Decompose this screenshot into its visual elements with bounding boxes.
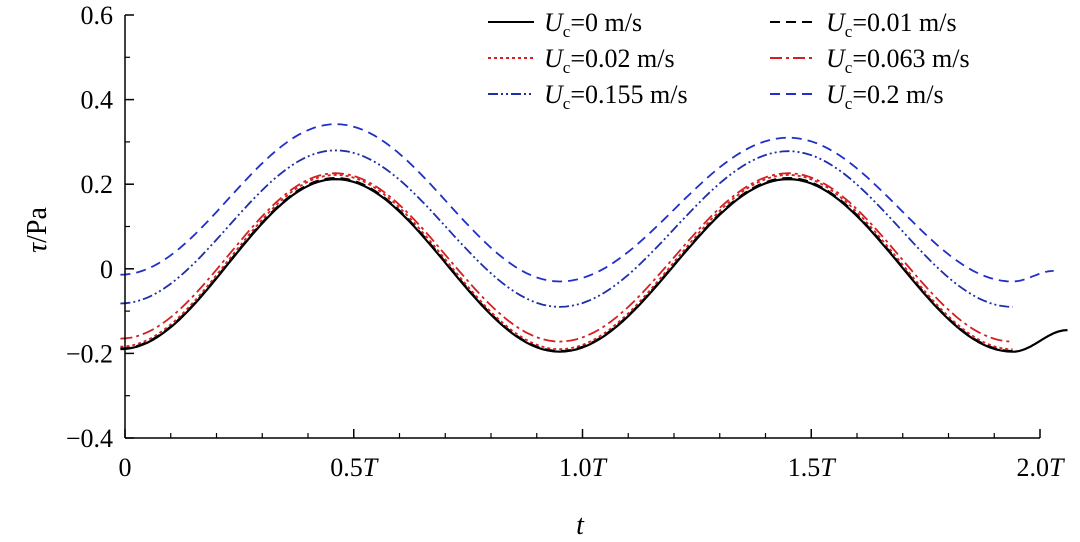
- legend-symbol: U: [544, 80, 565, 109]
- legend-label-0: Uc=0 m/s: [544, 8, 642, 41]
- x-tick-value: 0.5: [330, 453, 363, 482]
- x-tick-value: 0: [119, 453, 132, 482]
- legend-value: =0 m/s: [570, 8, 642, 37]
- legend-value: =0.063 m/s: [852, 44, 969, 73]
- legend-value: =0.01 m/s: [852, 8, 956, 37]
- x-tick-value: 2.0: [1017, 453, 1050, 482]
- y-axis-title-unit: /Pa: [22, 207, 53, 243]
- x-tick-label: 2.0T: [1017, 453, 1066, 482]
- y-tick-label: 0.4: [81, 86, 114, 115]
- x-tick-suffix: T: [363, 453, 379, 482]
- y-axis-title: τ/Pa: [22, 207, 53, 253]
- x-tick-value: 1.5: [788, 453, 821, 482]
- legend-symbol: U: [544, 8, 565, 37]
- series-line-5: [120, 123, 1054, 283]
- y-tick-label: −0.2: [66, 339, 113, 368]
- legend-subscript: c: [845, 94, 853, 113]
- legend-value: =0.02 m/s: [570, 44, 674, 73]
- y-axis-title-var: τ: [22, 242, 53, 253]
- legend-label-4: Uc=0.155 m/s: [544, 80, 688, 113]
- x-tick-label: 0.5T: [330, 453, 379, 482]
- series-group: [120, 123, 1068, 353]
- legend-subscript: c: [845, 22, 853, 41]
- legend-label-1: Uc=0.01 m/s: [826, 8, 957, 41]
- x-tick-suffix: T: [820, 453, 836, 482]
- legend-value: =0.2 m/s: [852, 80, 943, 109]
- x-tick-suffix: T: [1049, 453, 1065, 482]
- ticks: −0.4−0.200.20.40.60 0.5T 1.0T 1.5T 2.0T: [66, 1, 1065, 482]
- legend-subscript: c: [563, 94, 571, 113]
- series-line-3: [120, 172, 1013, 343]
- legend-symbol: U: [544, 44, 565, 73]
- y-tick-label: 0: [100, 255, 113, 284]
- x-tick-label: 0: [119, 453, 132, 482]
- x-axis-title: t: [576, 510, 585, 541]
- legend-label-3: Uc=0.063 m/s: [826, 44, 970, 77]
- legend-subscript: c: [563, 58, 571, 77]
- x-tick-suffix: T: [592, 453, 608, 482]
- x-tick-label: 1.5T: [788, 453, 837, 482]
- y-tick-label: −0.4: [66, 424, 113, 453]
- legend-label-2: Uc=0.02 m/s: [544, 44, 675, 77]
- legend: Uc=0 m/s Uc=0.01 m/sUc=0.02 m/s Uc=0.063 m…: [488, 8, 970, 113]
- y-tick-label: 0.2: [81, 170, 114, 199]
- x-tick-label: 1.0T: [559, 453, 608, 482]
- legend-subscript: c: [563, 22, 571, 41]
- legend-symbol: U: [826, 80, 847, 109]
- series-line-4: [120, 149, 1013, 308]
- y-tick-label: 0.6: [81, 1, 114, 30]
- series-line-1: [120, 176, 1013, 352]
- legend-symbol: U: [826, 8, 847, 37]
- legend-value: =0.155 m/s: [570, 80, 687, 109]
- legend-label-5: Uc=0.2 m/s: [826, 80, 944, 113]
- series-line-2: [120, 173, 1013, 351]
- x-tick-value: 1.0: [559, 453, 592, 482]
- axes: [124, 15, 1040, 439]
- legend-symbol: U: [826, 44, 847, 73]
- series-line-0: [120, 177, 1068, 353]
- legend-subscript: c: [845, 58, 853, 77]
